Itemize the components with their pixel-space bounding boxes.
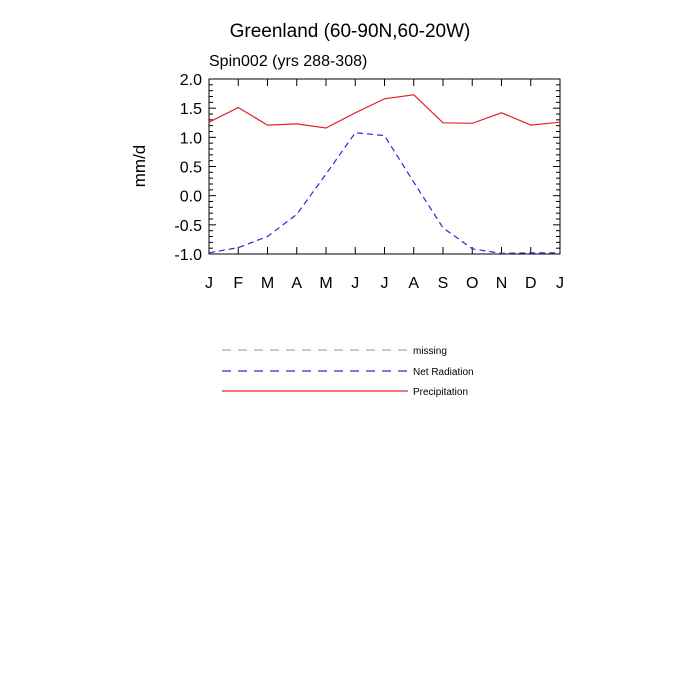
tick-labels: 2.01.51.00.50.0-0.5-1.0J F M A M J J A S O N D J: [174, 72, 564, 292]
legend-label: Precipitation: [413, 387, 468, 398]
series-line-precipitation: [208, 94, 561, 129]
x-tick-label: M: [319, 275, 332, 292]
x-tick-label: J: [205, 275, 213, 292]
chart-title: Greenland (60-90N,60-20W): [230, 21, 471, 42]
series-layer: [208, 94, 561, 255]
x-tick-label: M: [261, 275, 274, 292]
y-tick-label: -1.0: [174, 247, 202, 264]
legend: missing Net Radiation Precipitation: [222, 346, 474, 398]
x-tick-label: O: [466, 275, 478, 292]
x-tick-label: J: [556, 275, 564, 292]
x-tick-label: A: [291, 275, 302, 292]
x-tick-label: N: [496, 275, 508, 292]
y-tick-label: 0.5: [180, 160, 202, 177]
axis-ticks: [208, 78, 561, 255]
y-tick-label: 2.0: [180, 72, 202, 89]
x-tick-label: S: [438, 275, 449, 292]
legend-label: missing: [413, 346, 447, 357]
plot-frame: [208, 78, 561, 255]
y-tick-label: 1.0: [180, 130, 202, 147]
legend-label: Net Radiation: [413, 367, 474, 378]
x-tick-label: A: [408, 275, 419, 292]
y-tick-label: -0.5: [174, 218, 202, 235]
x-tick-label: J: [381, 275, 389, 292]
x-tick-label: D: [525, 275, 537, 292]
chart-subtitle: Spin002 (yrs 288-308): [209, 53, 367, 70]
y-axis-label: mm/d: [130, 145, 149, 188]
y-tick-label: 1.5: [180, 101, 202, 118]
x-tick-label: J: [351, 275, 359, 292]
series-line-net-radiation: [208, 132, 560, 255]
x-tick-label: F: [233, 275, 243, 292]
y-tick-label: 0.0: [180, 189, 202, 206]
